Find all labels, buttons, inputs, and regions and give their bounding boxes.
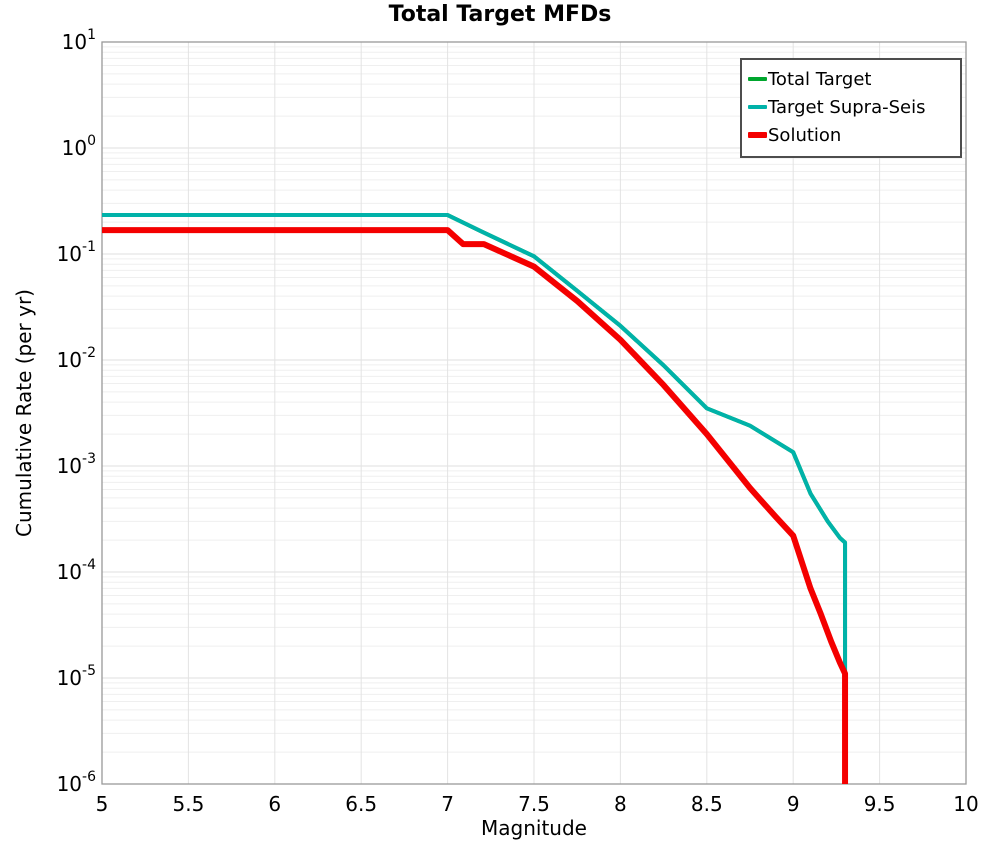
legend: Total Target Target Supra-Seis Solution [740, 58, 962, 158]
series-line-target-supra-seis [102, 213, 848, 784]
y-tick-label: 10-4 [57, 557, 97, 584]
legend-item-target-supra-seis: Target Supra-Seis [748, 93, 954, 121]
x-tick-label: 7.5 [518, 792, 550, 816]
legend-item-label: Target Supra-Seis [768, 96, 926, 118]
y-axis-label: Cumulative Rate (per yr) [12, 289, 36, 537]
series-line-solution [102, 227, 849, 784]
legend-line-swatch [748, 77, 767, 81]
series-line-total-target [102, 213, 848, 784]
y-tick-label: 101 [62, 27, 96, 54]
y-tick-label: 10-2 [57, 345, 96, 372]
legend-item-label: Solution [768, 124, 842, 146]
legend-item-total-target: Total Target [748, 65, 954, 93]
x-tick-label: 8 [614, 792, 627, 816]
x-tick-label: 6 [268, 792, 281, 816]
legend-item-solution: Solution [748, 121, 954, 149]
x-axis-label: Magnitude [481, 816, 587, 840]
legend-line-swatch [748, 105, 767, 109]
x-tick-label: 8.5 [691, 792, 723, 816]
x-tick-label: 5.5 [172, 792, 204, 816]
x-tick-label: 6.5 [345, 792, 377, 816]
plot-border [101, 41, 967, 785]
y-tick-label: 10-3 [57, 451, 96, 478]
x-tick-label: 7 [441, 792, 454, 816]
chart-title: Total Target MFDs [388, 2, 612, 27]
legend-line-swatch [748, 132, 767, 138]
x-tick-label: 9 [787, 792, 800, 816]
x-tick-label: 5 [96, 792, 109, 816]
y-tick-label: 100 [62, 133, 96, 160]
y-tick-label: 10-5 [57, 663, 96, 690]
x-tick-label: 9.5 [864, 792, 896, 816]
y-tick-label: 10-6 [57, 769, 97, 796]
x-tick-label: 10 [953, 792, 978, 816]
y-tick-label: 10-1 [57, 239, 96, 266]
legend-item-label: Total Target [768, 68, 872, 90]
